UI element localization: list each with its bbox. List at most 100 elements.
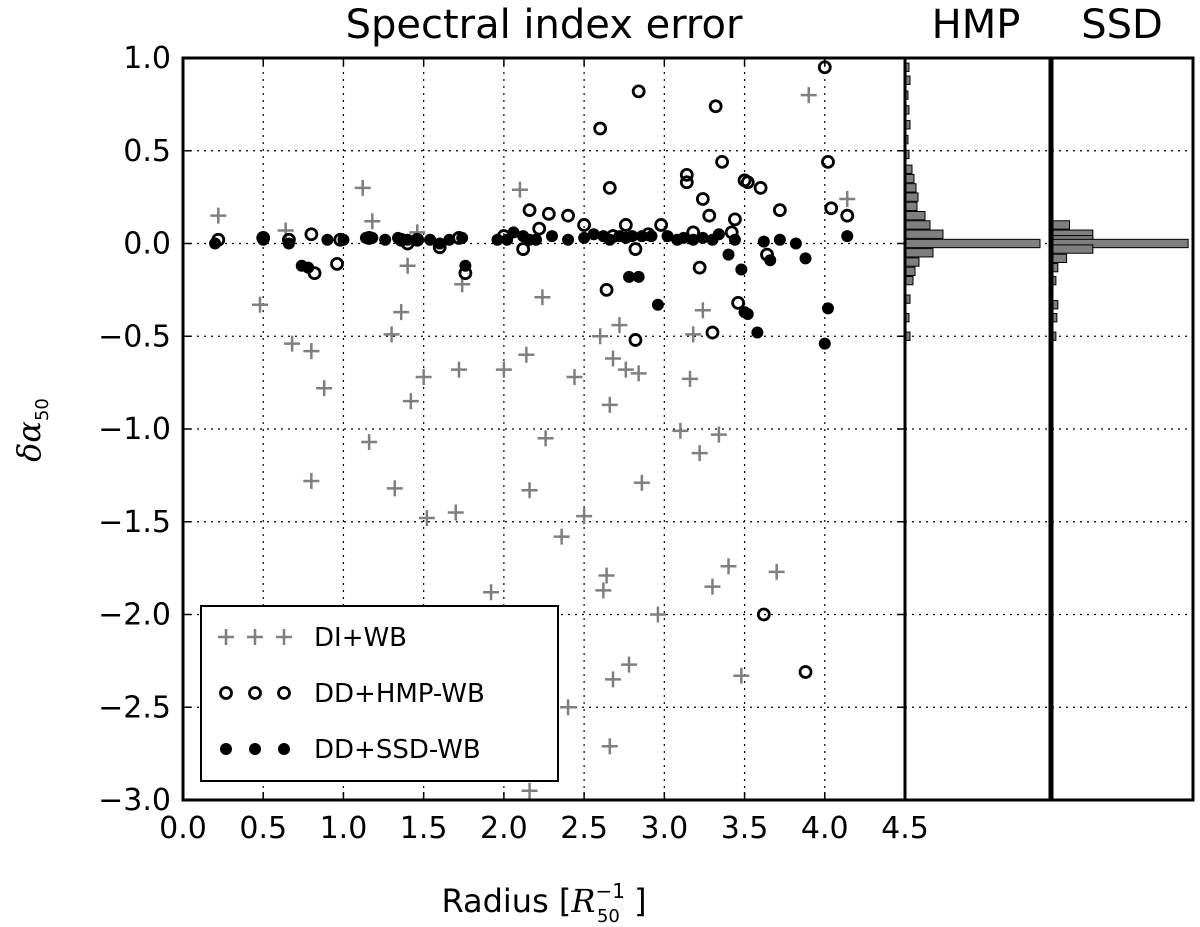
di-wb-point bbox=[617, 361, 634, 378]
dd-hmp-wb-point bbox=[631, 84, 646, 99]
dd-ssd-wb-point bbox=[677, 231, 690, 244]
dd-hmp-wb-point bbox=[740, 175, 755, 190]
dd-ssd-wb-point bbox=[529, 233, 542, 246]
dd-ssd-wb-point bbox=[411, 233, 424, 246]
legend-marker bbox=[278, 743, 290, 755]
di-wb-point bbox=[210, 207, 227, 224]
dd-ssd-wb-point bbox=[379, 233, 392, 246]
di-wb-point bbox=[672, 422, 689, 439]
dd-hmp-wb-point bbox=[692, 260, 707, 275]
ssd-hist-frame bbox=[1050, 56, 1195, 802]
di-wb-point bbox=[316, 380, 333, 397]
di-wb-point bbox=[418, 510, 435, 527]
hist-bar bbox=[904, 192, 919, 202]
dd-ssd-wb-point bbox=[818, 337, 831, 350]
dd-hmp-wb-point bbox=[702, 208, 717, 223]
dd-ssd-wb-point bbox=[337, 233, 350, 246]
dd-ssd-wb-point bbox=[841, 230, 854, 243]
y-axis-tick-labels: 1.0 0.5 0.0 −0.5 −1.0 −1.5 −2.0 −2.5 −3.0 bbox=[98, 41, 171, 818]
y-tick-label: −1.0 bbox=[98, 412, 171, 447]
di-wb-point bbox=[576, 508, 593, 525]
legend-marker bbox=[277, 686, 291, 700]
di-wb-point bbox=[604, 671, 621, 688]
di-wb-point bbox=[364, 213, 381, 230]
hmp-hist-frame bbox=[903, 56, 1052, 802]
dd-ssd-wb-point bbox=[632, 270, 645, 283]
dd-ssd-wb-point bbox=[712, 228, 725, 241]
dd-ssd-wb-point bbox=[773, 233, 786, 246]
y-tick-label: −1.5 bbox=[98, 505, 171, 540]
dd-ssd-wb-point bbox=[757, 235, 770, 248]
x-axis-label: Radius [R−1 50 ] bbox=[441, 879, 646, 927]
di-wb-point bbox=[303, 472, 320, 489]
y-tick-label: 0.5 bbox=[123, 134, 171, 169]
di-wb-point bbox=[361, 433, 378, 450]
di-wb-point bbox=[682, 370, 699, 387]
dd-hmp-wb-point bbox=[731, 295, 746, 310]
dd-hmp-wb-point bbox=[561, 208, 575, 223]
di-wb-point bbox=[303, 343, 320, 360]
di-wb-point bbox=[720, 558, 737, 575]
hmp-hist-title: HMP bbox=[932, 2, 1021, 48]
dd-hmp-wb-point bbox=[516, 242, 531, 256]
main-plot-ticks bbox=[182, 57, 906, 801]
dd-ssd-wb-point bbox=[687, 233, 700, 246]
dd-hmp-wb-point bbox=[618, 218, 633, 232]
di-wb-point bbox=[399, 257, 416, 274]
di-wb-point bbox=[553, 528, 570, 545]
dd-hmp-wb-point bbox=[753, 180, 768, 195]
dd-hmp-wb-point bbox=[821, 154, 835, 169]
di-wb-point bbox=[560, 699, 577, 716]
di-wb-point bbox=[402, 393, 419, 410]
legend-markers bbox=[218, 629, 292, 755]
dd-hmp-wb-point bbox=[840, 208, 855, 223]
di-wb-point bbox=[800, 87, 817, 104]
dd-ssd-wb-point bbox=[799, 252, 812, 265]
dd-hmp-wb-point bbox=[599, 282, 614, 297]
x-tick-label: 4.5 bbox=[881, 811, 929, 846]
di-wb-point bbox=[694, 302, 711, 319]
dd-ssd-wb-point bbox=[562, 233, 575, 246]
di-wb-point bbox=[710, 426, 727, 443]
hist-bar bbox=[1051, 244, 1094, 254]
di-wb-point bbox=[704, 578, 721, 595]
hist-bar bbox=[904, 229, 944, 239]
main-plot-series bbox=[209, 60, 856, 799]
dd-ssd-wb-point bbox=[696, 231, 709, 244]
di-wb-point bbox=[415, 369, 432, 386]
dd-ssd-wb-point bbox=[456, 231, 469, 244]
dd-ssd-wb-point bbox=[546, 230, 559, 243]
dd-hmp-wb-point bbox=[756, 607, 771, 622]
y-axis-label-sub: 50 bbox=[32, 398, 53, 421]
ssd-histogram-bars bbox=[1051, 150, 1193, 708]
legend: DI+WB DD+HMP-WB DD+SSD-WB bbox=[200, 605, 559, 782]
y-tick-label: −0.5 bbox=[98, 319, 171, 354]
dd-ssd-wb-point bbox=[459, 259, 472, 272]
di-wb-point bbox=[354, 179, 371, 196]
di-wb-point bbox=[521, 782, 538, 799]
di-wb-point bbox=[566, 369, 583, 386]
di-wb-point bbox=[495, 361, 512, 378]
dd-ssd-wb-point bbox=[789, 237, 802, 250]
x-tick-label: 2.5 bbox=[560, 811, 608, 846]
dd-ssd-wb-point bbox=[735, 263, 748, 276]
x-axis-label-end: ] bbox=[624, 882, 647, 920]
di-wb-point bbox=[284, 335, 301, 352]
y-tick-label: −2.5 bbox=[98, 690, 171, 725]
dd-hmp-wb-point bbox=[695, 192, 710, 206]
y-tick-label: 0.0 bbox=[123, 227, 171, 262]
dd-ssd-wb-point bbox=[321, 233, 334, 246]
legend-marker bbox=[218, 629, 234, 645]
di-wb-point bbox=[393, 304, 410, 321]
di-wb-point bbox=[630, 365, 647, 382]
di-wb-point bbox=[521, 482, 538, 499]
legend-marker bbox=[248, 686, 262, 700]
ssd-hist-title: SSD bbox=[1081, 2, 1163, 48]
di-wb-point bbox=[383, 326, 400, 343]
x-tick-label: 1.5 bbox=[400, 811, 448, 846]
y-axis-label-math: δα bbox=[10, 421, 48, 462]
dd-hmp-wb-point bbox=[679, 167, 694, 182]
legend-marker bbox=[247, 629, 263, 645]
di-wb-point bbox=[601, 396, 618, 413]
dd-hmp-wb-point bbox=[654, 218, 669, 232]
